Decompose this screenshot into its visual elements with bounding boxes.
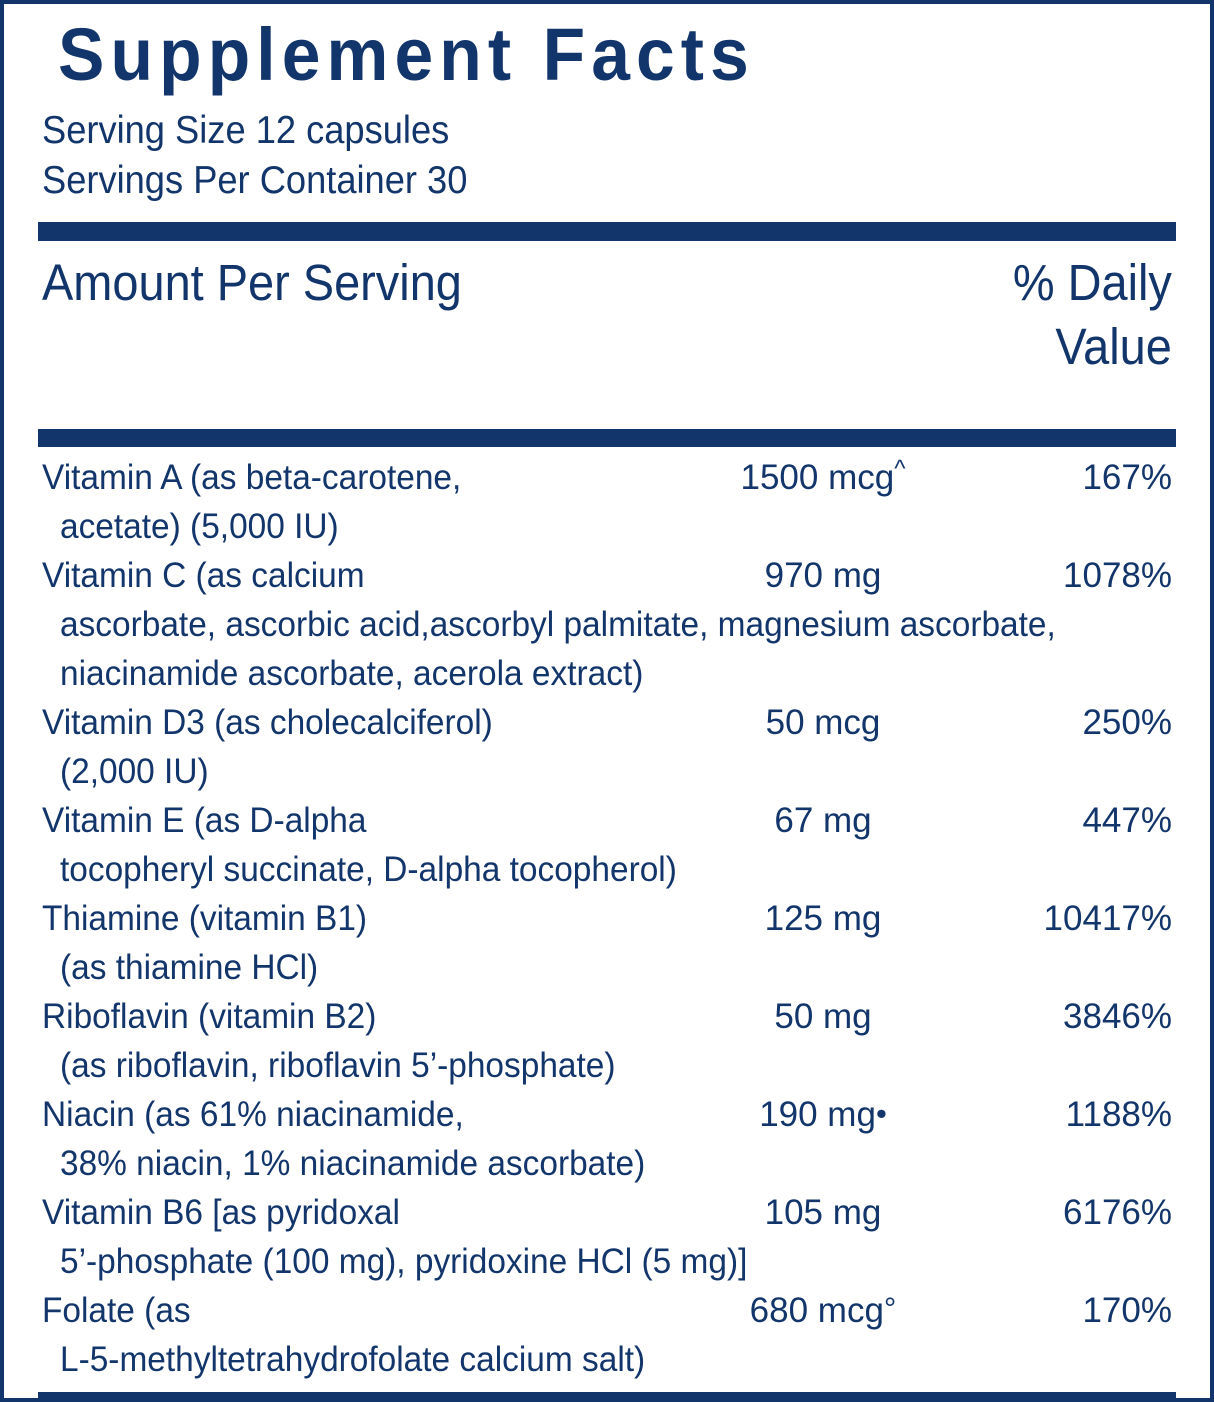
nutrient-continuation-text: 38% niacin, 1% niacinamide ascorbate)	[60, 1144, 646, 1183]
nutrient-amount-value: 970 mg	[764, 556, 882, 595]
nutrient-amount-value: 50 mcg	[765, 703, 881, 742]
nutrient-continuation-line: niacinamide ascorbate, acerola extract)	[38, 649, 1176, 698]
footnote-marker: °	[883, 1291, 897, 1326]
nutrient-row: Riboflavin (vitamin B2) 50 mg 3846% (as rib…	[38, 992, 1176, 1090]
page-title: Supplement Facts	[58, 13, 755, 96]
nutrient-amount-value: 190 mg	[759, 1095, 876, 1134]
nutrient-row-main: Vitamin E (as D-alpha 67 mg 447%	[38, 796, 1176, 845]
amount-header-line2: Per Serving	[216, 254, 462, 311]
nutrient-row: Folate (as 680 mcg° 170% L-5-methyltetrahyd…	[38, 1286, 1176, 1384]
nutrient-amount-value: 50 mg	[774, 997, 872, 1036]
nutrient-row: Vitamin D3 (as cholecalciferol) 50 mcg 250…	[38, 698, 1176, 796]
nutrient-continuation-text: (2,000 IU)	[60, 752, 209, 791]
nutrient-continuation-line: tocopheryl succinate, D-alpha tocopherol…	[38, 845, 1176, 894]
nutrient-row-main: Folate (as 680 mcg° 170%	[38, 1286, 1176, 1335]
daily-value-header: % Daily Value	[1013, 251, 1172, 379]
serving-info: Serving Size 12 capsules Servings Per Co…	[42, 106, 1176, 206]
nutrient-row-main: Vitamin C (as calcium 970 mg 1078%	[38, 551, 1176, 600]
nutrient-daily-value: 3846%	[1063, 997, 1172, 1036]
nutrient-amount: 680 mcg°	[698, 1286, 948, 1335]
column-headers: Amount Per Serving % Daily Value	[38, 241, 1176, 427]
nutrient-row-main: Vitamin A (as beta-carotene, 1500 mcg^ 167…	[38, 453, 1176, 502]
nutrient-amount: 105 mg	[698, 1188, 948, 1237]
nutrient-daily-value: 10417%	[1043, 899, 1172, 938]
nutrient-amount: 190 mg•	[698, 1090, 948, 1139]
nutrient-daily-value: 447%	[1082, 801, 1172, 840]
nutrient-row-main: Vitamin D3 (as cholecalciferol) 50 mcg 250…	[38, 698, 1176, 747]
footnote-marker: •	[875, 1096, 887, 1131]
nutrient-amount: 125 mg	[698, 894, 948, 943]
nutrient-row: Vitamin C (as calcium 970 mg 1078% ascorbat…	[38, 551, 1176, 698]
nutrient-row: Thiamine (vitamin B1) 125 mg 10417% (as thi…	[38, 894, 1176, 992]
footnote-marker: ^	[894, 455, 906, 483]
nutrient-amount: 50 mg	[698, 992, 948, 1041]
nutrient-name: Vitamin D3 (as cholecalciferol)	[42, 703, 493, 742]
nutrient-amount-value: 1500 mcg	[740, 458, 895, 497]
nutrient-continuation-line: 38% niacin, 1% niacinamide ascorbate)	[38, 1139, 1176, 1188]
nutrient-name: Thiamine (vitamin B1)	[42, 899, 368, 938]
nutrient-row: Vitamin E (as D-alpha 67 mg 447% tocopheryl…	[38, 796, 1176, 894]
nutrient-continuation-line: 5’-phosphate (100 mg), pyridoxine HCl (5…	[38, 1237, 1176, 1286]
nutrient-continuation-line: (as riboflavin, riboflavin 5’-phosphate)	[38, 1041, 1176, 1090]
nutrient-name: Niacin (as 61% niacinamide,	[42, 1095, 464, 1134]
amount-per-serving-header: Amount Per Serving	[42, 251, 462, 315]
divider-thick-bottom	[38, 429, 1176, 447]
nutrient-continuation-text: niacinamide ascorbate, acerola extract)	[60, 654, 644, 693]
nutrient-continuation-text: (as thiamine HCl)	[60, 948, 319, 987]
nutrient-daily-value: 250%	[1082, 703, 1172, 742]
nutrient-amount: 67 mg	[698, 796, 948, 845]
nutrient-continuation-line: L-5-methyltetrahydrofolate calcium salt)	[38, 1335, 1176, 1384]
nutrient-row-main: Vitamin B6 [as pyridoxal 105 mg 6176%	[38, 1188, 1176, 1237]
nutrient-continuation-text: 5’-phosphate (100 mg), pyridoxine HCl (5…	[60, 1242, 748, 1281]
nutrient-name: Folate (as	[42, 1291, 191, 1330]
nutrient-continuation-line: acetate) (5,000 IU)	[38, 502, 1176, 551]
amount-header-line1: Amount	[42, 254, 204, 311]
nutrient-amount-value: 125 mg	[764, 899, 882, 938]
nutrient-name: Vitamin B6 [as pyridoxal	[42, 1193, 400, 1232]
nutrient-daily-value: 1188%	[1065, 1095, 1172, 1134]
serving-size: Serving Size 12 capsules	[42, 109, 450, 152]
nutrient-continuation-line: (2,000 IU)	[38, 747, 1176, 796]
nutrient-continuation-line: (as thiamine HCl)	[38, 943, 1176, 992]
nutrient-daily-value: 6176%	[1063, 1193, 1172, 1232]
nutrient-amount: 970 mg	[698, 551, 948, 600]
nutrient-row: Vitamin B6 [as pyridoxal 105 mg 6176% 5’-ph…	[38, 1188, 1176, 1286]
nutrient-row-main: Thiamine (vitamin B1) 125 mg 10417%	[38, 894, 1176, 943]
nutrient-amount-value: 680 mcg	[749, 1291, 884, 1330]
nutrient-continuation-text: acetate) (5,000 IU)	[60, 507, 339, 546]
nutrient-name: Vitamin A (as beta-carotene,	[42, 458, 462, 497]
nutrient-daily-value: 167%	[1082, 458, 1172, 497]
nutrient-daily-value: 1078%	[1063, 556, 1172, 595]
nutrient-amount: 1500 mcg^	[698, 453, 948, 502]
dv-header-line1: % Daily	[1012, 254, 1172, 311]
nutrient-continuation-text: (as riboflavin, riboflavin 5’-phosphate)	[60, 1046, 616, 1085]
nutrient-amount-value: 67 mg	[774, 801, 872, 840]
divider-bottom-edge	[38, 1392, 1176, 1398]
nutrient-row-main: Niacin (as 61% niacinamide, 190 mg• 1188%	[38, 1090, 1176, 1139]
nutrient-name: Vitamin E (as D-alpha	[42, 801, 367, 840]
nutrient-daily-value: 170%	[1082, 1291, 1172, 1330]
dv-header-line2: Value	[1055, 318, 1172, 375]
nutrient-row: Niacin (as 61% niacinamide, 190 mg• 1188% 3…	[38, 1090, 1176, 1188]
nutrient-list: Vitamin A (as beta-carotene, 1500 mcg^ 167…	[38, 447, 1176, 1384]
nutrient-continuation-text: tocopheryl succinate, D-alpha tocopherol…	[60, 850, 677, 889]
nutrient-name: Vitamin C (as calcium	[42, 556, 365, 595]
nutrient-continuation-text: L-5-methyltetrahydrofolate calcium salt)	[60, 1340, 646, 1379]
servings-per-container: Servings Per Container 30	[42, 159, 468, 202]
nutrient-continuation-line: ascorbate, ascorbic acid,ascorbyl palmit…	[38, 600, 1176, 649]
nutrient-row: Vitamin A (as beta-carotene, 1500 mcg^ 167…	[38, 453, 1176, 551]
nutrient-continuation-text: ascorbate, ascorbic acid,ascorbyl palmit…	[60, 605, 1056, 644]
nutrient-amount-value: 105 mg	[764, 1193, 882, 1232]
divider-thick-top	[38, 222, 1176, 241]
nutrient-amount: 50 mcg	[698, 698, 948, 747]
nutrient-name: Riboflavin (vitamin B2)	[42, 997, 377, 1036]
nutrient-row-main: Riboflavin (vitamin B2) 50 mg 3846%	[38, 992, 1176, 1041]
